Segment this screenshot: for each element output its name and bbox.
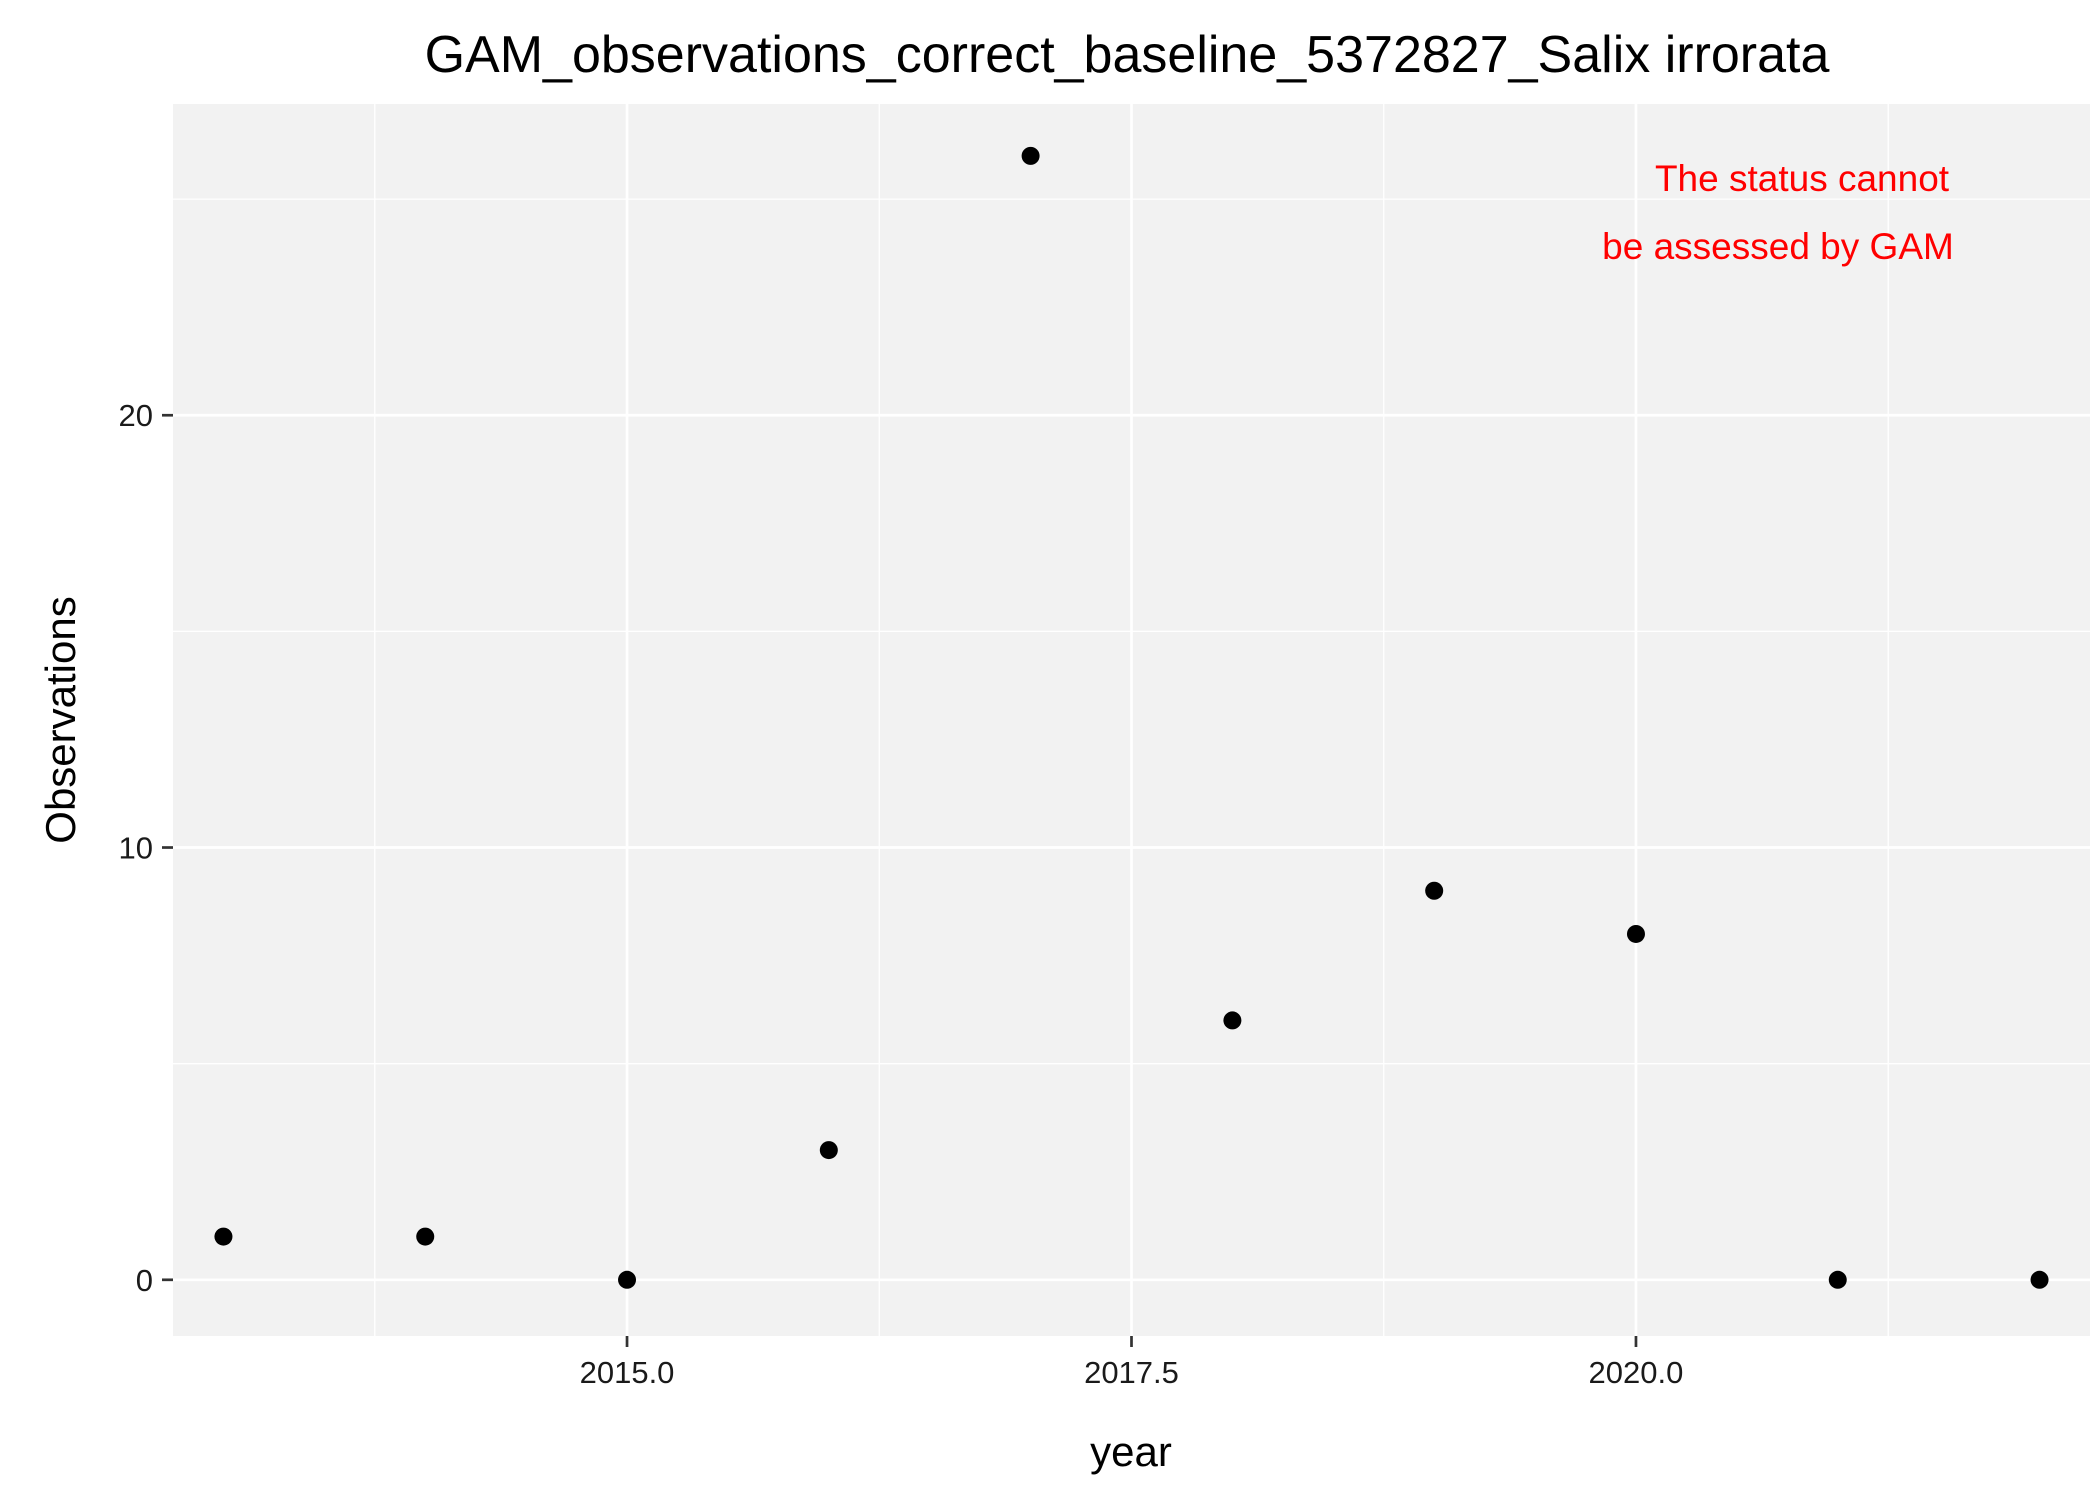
- annotation-line-2: be assessed by GAM: [1602, 226, 1954, 267]
- x-tick-label: 2020.0: [1589, 1355, 1684, 1390]
- major-gridlines: [173, 104, 2090, 1336]
- data-point: [214, 1227, 233, 1246]
- y-axis-title: Observations: [37, 596, 84, 843]
- chart-title: GAM_observations_correct_baseline_537282…: [425, 26, 1830, 84]
- x-tick-label: 2017.5: [1084, 1355, 1179, 1390]
- y-tick-label: 20: [119, 398, 153, 433]
- data-points: [214, 146, 2049, 1289]
- data-point: [618, 1270, 637, 1289]
- y-axis: 0 10 20: [119, 398, 173, 1298]
- y-tick-label: 10: [119, 831, 153, 866]
- data-point: [1626, 924, 1645, 943]
- annotation-line-1: The status cannot: [1655, 158, 1950, 199]
- data-point: [2030, 1270, 2049, 1289]
- data-point: [819, 1141, 838, 1160]
- x-tick-label: 2015.0: [580, 1355, 675, 1390]
- x-axis-title: year: [1090, 1428, 1172, 1475]
- y-tick-label: 0: [136, 1263, 153, 1298]
- data-point: [1223, 1011, 1242, 1030]
- data-point: [416, 1227, 435, 1246]
- data-point: [1021, 146, 1040, 165]
- data-point: [1425, 881, 1444, 900]
- x-axis: 2015.0 2017.5 2020.0: [580, 1336, 1684, 1390]
- data-point: [1828, 1270, 1847, 1289]
